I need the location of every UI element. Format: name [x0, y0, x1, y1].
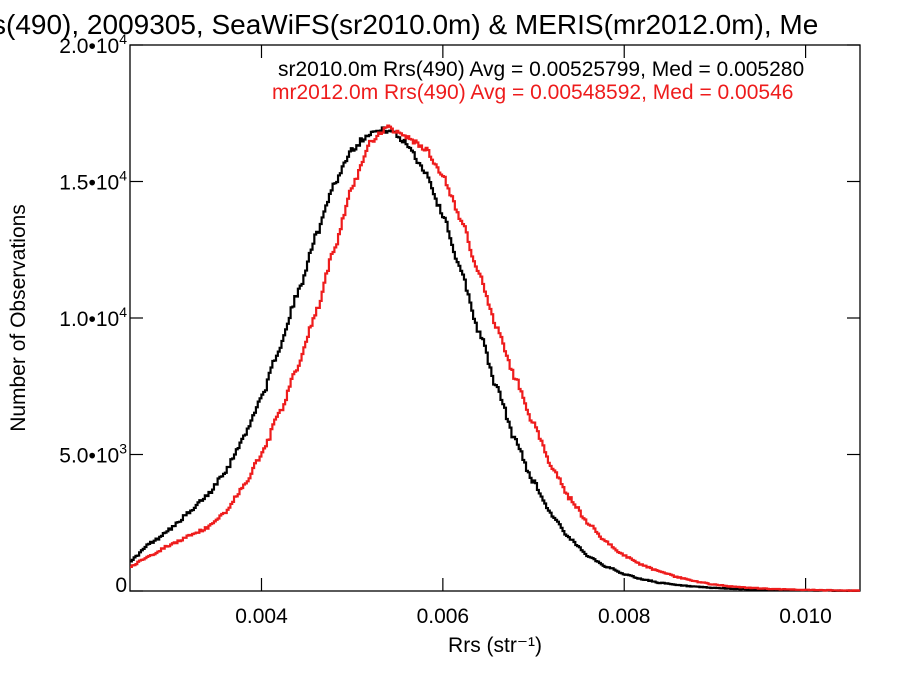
x-tick-label: 0.010 [779, 605, 832, 628]
y-tick-mantissa: 1.0•10 [59, 308, 119, 331]
y-tick-mantissa: 1.5•10 [59, 172, 119, 195]
chart-title: s(490), 2009305, SeaWiFS(sr2010.0m) & ME… [0, 9, 818, 40]
series-line-mr2012 [130, 124, 860, 592]
y-tick-label: 1.0•104 [59, 304, 127, 331]
y-axis-label: Number of Observations [7, 204, 30, 432]
axis-ticks: 0.004 0.006 0.008 0.01005.0•1031.0•1041.5•1… [59, 31, 860, 628]
plot-frame [129, 44, 861, 592]
y-tick-exponent: 4 [119, 31, 127, 47]
x-axis-label: Rrs (str⁻¹) [448, 634, 542, 657]
y-tick-exponent: 3 [119, 441, 127, 457]
x-axis-label-text: Rrs (str⁻¹) [448, 634, 542, 657]
series-line-sr2010 [130, 126, 860, 593]
y-tick-label: 0 [115, 574, 127, 597]
x-tick-label: 0.006 [417, 605, 470, 628]
y-tick-label: 1.5•104 [59, 168, 127, 195]
x-tick-label: 0.008 [598, 605, 651, 628]
y-tick-exponent: 4 [119, 168, 127, 184]
legend-entry-sr2010: sr2010.0m Rrs(490) Avg = 0.00525799, Med… [278, 58, 804, 81]
y-tick-exponent: 4 [119, 304, 127, 320]
legend-entry-mr2012: mr2012.0m Rrs(490) Avg = 0.00548592, Med… [272, 81, 793, 104]
y-tick-mantissa: 5.0•10 [59, 445, 119, 468]
y-tick-label: 5.0•103 [59, 441, 127, 468]
series-layer [130, 124, 860, 593]
y-tick-mantissa: 0 [115, 574, 127, 597]
y-tick-label: 2.0•104 [59, 31, 127, 58]
x-tick-label: 0.004 [235, 605, 288, 628]
y-tick-mantissa: 2.0•10 [59, 35, 119, 58]
